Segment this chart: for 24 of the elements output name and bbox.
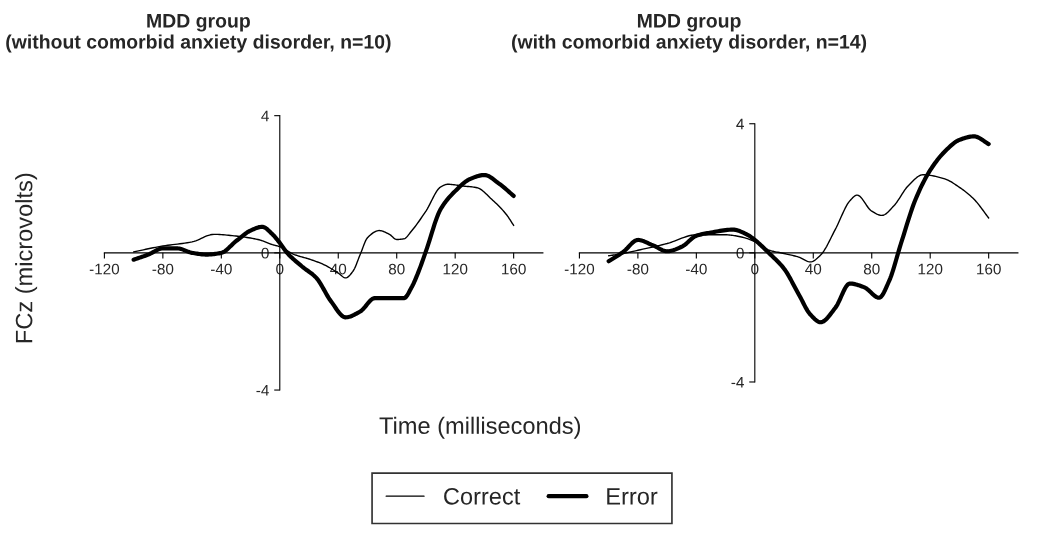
- x-tick-label: -40: [685, 263, 707, 275]
- x-tick-label: -120: [89, 263, 120, 275]
- chart-title: MDD group (with comorbid anxiety disorder, n=14): [512, 14, 867, 53]
- x-tick-label: -80: [152, 263, 174, 275]
- y-tick-label: -4: [256, 385, 269, 396]
- y-tick-label: -4: [731, 377, 744, 388]
- x-tick-label: 160: [502, 263, 526, 275]
- x-tick-label: 40: [330, 263, 347, 275]
- y-tick-label: 4: [261, 110, 269, 122]
- legend-label: Correct: [444, 487, 521, 505]
- x-axis-title: Time (milliseconds): [379, 416, 581, 439]
- x-tick-label: 120: [918, 263, 943, 275]
- x-tick-label: 80: [863, 263, 880, 275]
- x-tick-label: 40: [805, 263, 822, 275]
- x-tick-label: 80: [388, 263, 405, 275]
- y-axis-title: FCz (microvolts): [15, 173, 38, 343]
- x-tick-label: -120: [564, 263, 595, 275]
- x-tick-label: 160: [977, 263, 1001, 275]
- x-tick-label: 120: [443, 263, 468, 275]
- x-tick-label: -80: [627, 263, 649, 275]
- legend-label: Error: [607, 488, 658, 505]
- chart-title: MDD group (without comorbid anxiety disorder, n=10): [6, 14, 391, 53]
- x-tick-label: -40: [210, 263, 232, 275]
- y-tick-label: 4: [736, 118, 744, 130]
